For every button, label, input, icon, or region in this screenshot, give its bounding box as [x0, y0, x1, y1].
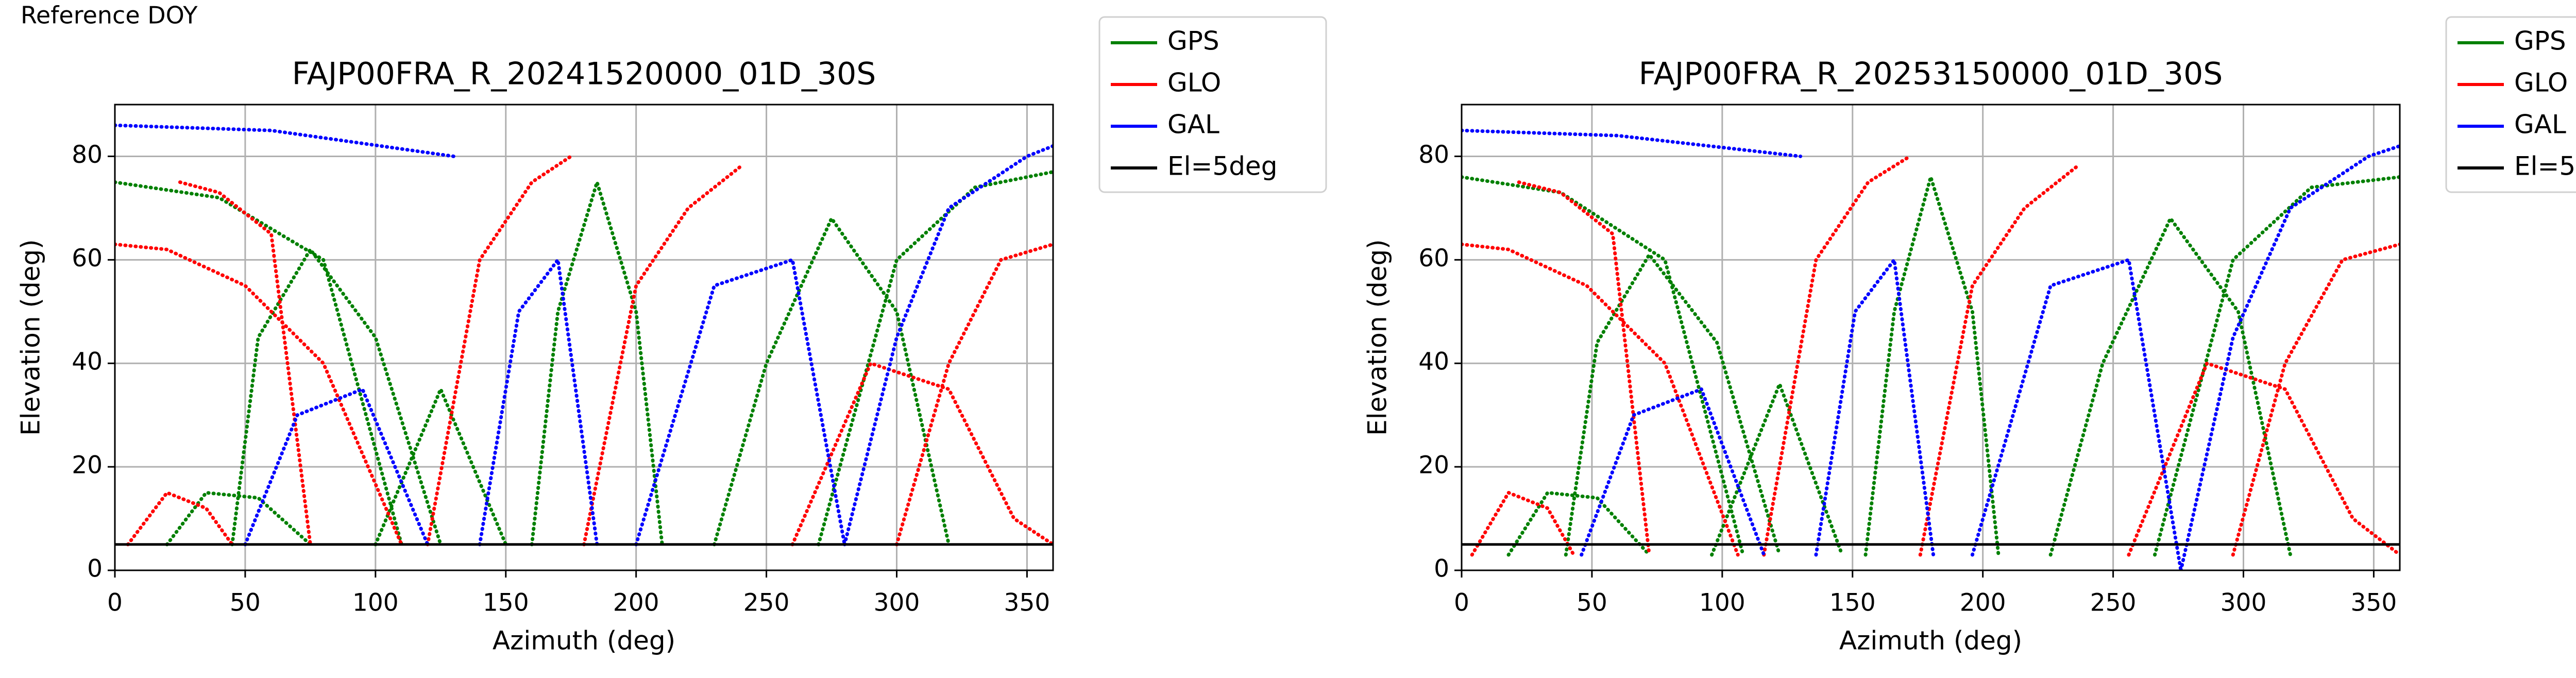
x-tick-label: 150: [483, 589, 529, 617]
legend-label: GPS: [2514, 26, 2566, 56]
legend-box: [1098, 16, 1327, 193]
x-tick-label: 200: [613, 589, 659, 617]
y-tick-label: 0: [87, 555, 103, 583]
series-line: [115, 123, 1053, 547]
axes-frame: [1461, 104, 2401, 571]
legend-label: El=5deg: [2514, 151, 2576, 181]
series-line: [115, 154, 1053, 547]
y-tick-label: 60: [72, 244, 103, 273]
legend-label: GLO: [2514, 68, 2568, 98]
legend-label: El=5deg: [1167, 151, 1277, 181]
x-tick-label: 100: [1699, 589, 1745, 617]
x-tick-label: 0: [107, 589, 123, 617]
y-tick-label: 40: [72, 348, 103, 376]
legend-label: GAL: [2514, 110, 2566, 140]
x-tick-label: 200: [1960, 589, 2006, 617]
x-tick-label: 0: [1454, 589, 1469, 617]
legend-label: GAL: [1167, 110, 1219, 140]
y-tick-label: 80: [72, 141, 103, 169]
x-tick-label: 300: [874, 589, 920, 617]
chart: FAJP00FRA_R_20253150000_01D_30S Azimuth (…: [1363, 16, 2576, 656]
corner-label: Reference DOY: [21, 2, 198, 29]
x-axis-label: Azimuth (deg): [1839, 626, 2022, 656]
x-tick-label: 250: [743, 589, 790, 617]
x-tick-label: 300: [2221, 589, 2267, 617]
series-line: [1462, 128, 2400, 570]
series-line: [115, 170, 1053, 547]
x-tick-label: 50: [230, 589, 261, 617]
x-tick-label: 100: [352, 589, 399, 617]
legend-label: GPS: [1167, 26, 1219, 56]
x-tick-label: 350: [1004, 589, 1050, 617]
y-axis-label: Elevation (deg): [1363, 239, 1393, 435]
x-tick-label: 50: [1577, 589, 1607, 617]
x-axis-label: Azimuth (deg): [493, 626, 675, 656]
y-tick-label: 20: [1418, 451, 1449, 480]
legend-label: GLO: [1167, 68, 1221, 98]
x-tick-label: 350: [2351, 589, 2397, 617]
series-line: [1462, 154, 2400, 557]
y-tick-label: 0: [1434, 555, 1449, 583]
chart-title: FAJP00FRA_R_20253150000_01D_30S: [1639, 56, 2223, 92]
x-tick-label: 250: [2090, 589, 2137, 617]
chart-title: FAJP00FRA_R_20241520000_01D_30S: [292, 56, 876, 92]
y-axis-label: Elevation (deg): [16, 239, 46, 435]
y-tick-label: 40: [1418, 348, 1449, 376]
axes-frame: [114, 104, 1054, 571]
x-tick-label: 150: [1829, 589, 1876, 617]
y-tick-label: 20: [72, 451, 103, 480]
y-tick-label: 60: [1418, 244, 1449, 273]
y-tick-label: 80: [1418, 141, 1449, 169]
chart: FAJP00FRA_R_20241520000_01D_30S Azimuth (…: [16, 16, 1327, 656]
legend-box: [2445, 16, 2576, 193]
